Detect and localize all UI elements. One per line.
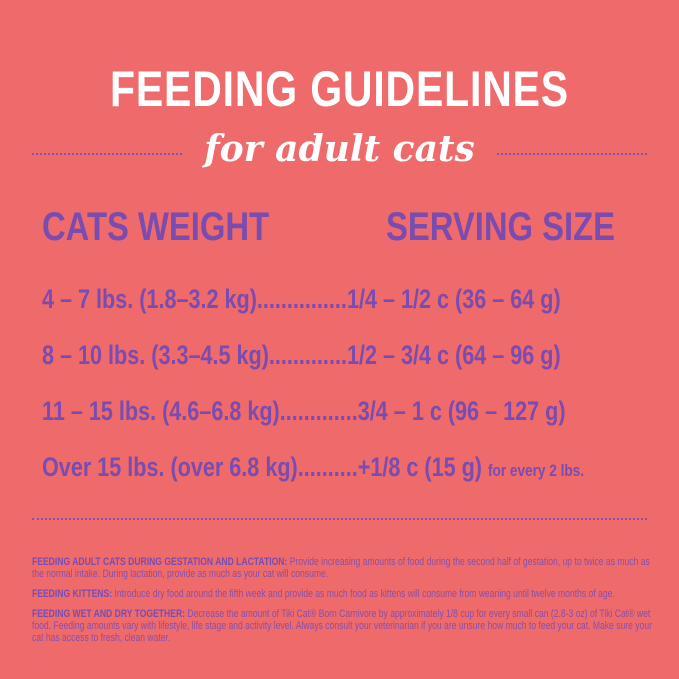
header-serving-size: SERVING SIZE [386,205,616,249]
table-row: Over 15 lbs. (over 6.8 kg)..........+1/8… [42,452,584,483]
note-text: Decrease the amount of Tiki Cat® Born Ca… [32,608,652,644]
serving-cell: 3/4 – 1 c (96 – 127 g) [357,396,566,426]
note-label: FEEDING WET AND DRY TOGETHER: [32,608,186,620]
weight-cell: 8 – 10 lbs. (3.3–4.5 kg)............. [42,340,347,370]
serving-cell: 1/2 – 3/4 c (64 – 96 g) [346,340,561,370]
divider-right [497,153,647,155]
note-kittens: FEEDING KITTENS: Introduce dry food arou… [32,588,664,600]
note-label: FEEDING ADULT CATS DURING GESTATION AND … [32,556,288,568]
table-row: 11 – 15 lbs. (4.6–6.8 kg).............3/… [42,396,566,427]
divider-bottom [32,518,647,520]
divider-left [32,153,182,155]
note-text: Provide increasing amounts of food durin… [32,556,650,580]
page-title: FEEDING GUIDELINES [110,61,569,117]
note-wet-dry: FEEDING WET AND DRY TOGETHER: Decrease t… [32,608,664,644]
note-text: Introduce dry food around the fifth week… [112,588,615,600]
table-row: 8 – 10 lbs. (3.3–4.5 kg).............1/2… [42,340,561,371]
weight-cell: 4 – 7 lbs. (1.8–3.2 kg)............... [42,284,347,314]
serving-note: for every 2 lbs. [488,461,585,480]
page-subtitle: for adult cats [204,128,475,170]
weight-cell: Over 15 lbs. (over 6.8 kg).......... [42,452,358,482]
serving-cell: 1/4 – 1/2 c (36 – 64 g) [346,284,561,314]
note-label: FEEDING KITTENS: [32,588,113,600]
weight-cell: 11 – 15 lbs. (4.6–6.8 kg)............. [42,396,358,426]
serving-cell: +1/8 c (15 g) [357,452,483,482]
header-cats-weight: CATS WEIGHT [42,205,270,249]
feeding-notes: FEEDING ADULT CATS DURING GESTATION AND … [32,556,664,652]
note-gestation: FEEDING ADULT CATS DURING GESTATION AND … [32,556,664,580]
table-row: 4 – 7 lbs. (1.8–3.2 kg)...............1/… [42,284,561,315]
